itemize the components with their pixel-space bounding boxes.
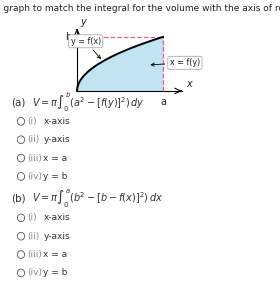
Text: y = f(x): y = f(x) <box>71 37 101 58</box>
Text: x = f(y): x = f(y) <box>151 58 200 67</box>
Text: x-axis: x-axis <box>43 213 70 222</box>
Text: a: a <box>160 97 166 107</box>
Text: (ii): (ii) <box>27 135 39 144</box>
Text: $V = \pi\int_0^a (b^2 - [b - f(x)]^2)\, dx$: $V = \pi\int_0^a (b^2 - [b - f(x)]^2)\, … <box>32 188 164 210</box>
Text: x = a: x = a <box>43 154 67 163</box>
Text: (iii): (iii) <box>27 250 42 259</box>
Polygon shape <box>77 37 163 91</box>
Text: x-axis: x-axis <box>43 117 70 126</box>
Text: x: x <box>186 79 192 89</box>
Text: (iv): (iv) <box>27 172 42 181</box>
Text: (ii): (ii) <box>27 232 39 241</box>
Text: x = a: x = a <box>43 250 67 259</box>
Text: y = b: y = b <box>43 172 68 181</box>
Text: (a): (a) <box>11 97 25 107</box>
Text: $V = \pi\int_0^b (a^2 - [f(y)]^2)\, dy$: $V = \pi\int_0^b (a^2 - [f(y)]^2)\, dy$ <box>32 90 145 114</box>
Text: y-axis: y-axis <box>43 135 70 144</box>
Text: (b): (b) <box>11 194 26 204</box>
Text: (iii): (iii) <box>27 154 42 163</box>
Text: (i): (i) <box>27 117 36 126</box>
Text: y = b: y = b <box>43 268 68 277</box>
Text: Use the graph to match the integral for the volume with the axis of rotation.: Use the graph to match the integral for … <box>0 4 280 13</box>
Text: (i): (i) <box>27 213 36 222</box>
Text: (iv): (iv) <box>27 268 42 277</box>
Text: y: y <box>80 17 86 27</box>
Text: b: b <box>65 32 71 42</box>
Text: y-axis: y-axis <box>43 232 70 241</box>
